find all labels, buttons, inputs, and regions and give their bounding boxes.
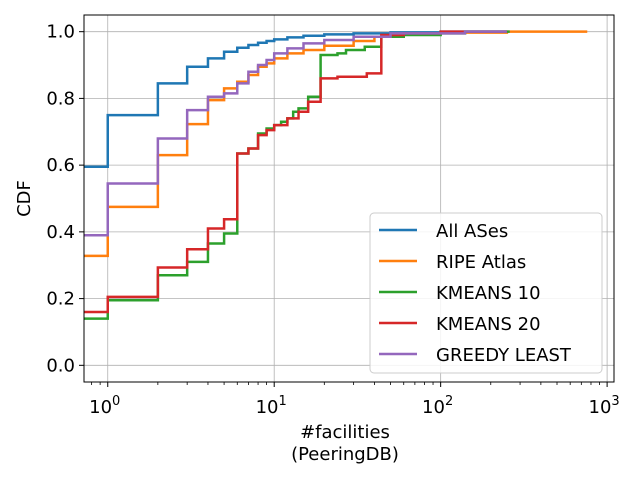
x-tick-label: 103 <box>589 394 620 418</box>
y-tick-label: 0.0 <box>46 355 75 376</box>
y-axis-label: CDF <box>14 180 35 217</box>
y-tick-label: 0.8 <box>46 88 75 109</box>
legend-label: RIPE Atlas <box>436 252 526 273</box>
x-tick-label: 101 <box>256 394 287 418</box>
legend-box <box>369 212 603 374</box>
axis-labels: #facilities(PeeringDB) CDF <box>14 180 399 465</box>
y-tick-label: 0.4 <box>46 222 75 243</box>
legend-label: KMEANS 20 <box>436 314 541 335</box>
series-lines <box>84 30 588 320</box>
x-tick-label: 102 <box>422 394 453 418</box>
y-tick-label: 0.2 <box>46 289 75 310</box>
x-tick-label: 100 <box>89 394 120 418</box>
series-line-3 <box>84 30 507 314</box>
plot-frame <box>83 14 615 383</box>
series-line-4 <box>84 30 507 237</box>
x-axis-label: #facilities <box>300 422 390 443</box>
axis-ticks: 100 101 102 103 0.0 0.2 0.4 0.6 0.8 1.0 <box>46 22 619 418</box>
legend: All ASes RIPE Atlas KMEANS 10 KMEANS 20 GREE… <box>369 212 603 374</box>
series-line-0 <box>84 30 507 169</box>
legend-label: KMEANS 10 <box>436 283 541 304</box>
y-tick-label: 1.0 <box>46 22 75 43</box>
y-tick-label: 0.6 <box>46 155 75 176</box>
legend-label: All ASes <box>436 221 508 242</box>
x-axis-label: (PeeringDB) <box>291 444 399 465</box>
legend-label: GREEDY LEAST <box>436 345 572 366</box>
